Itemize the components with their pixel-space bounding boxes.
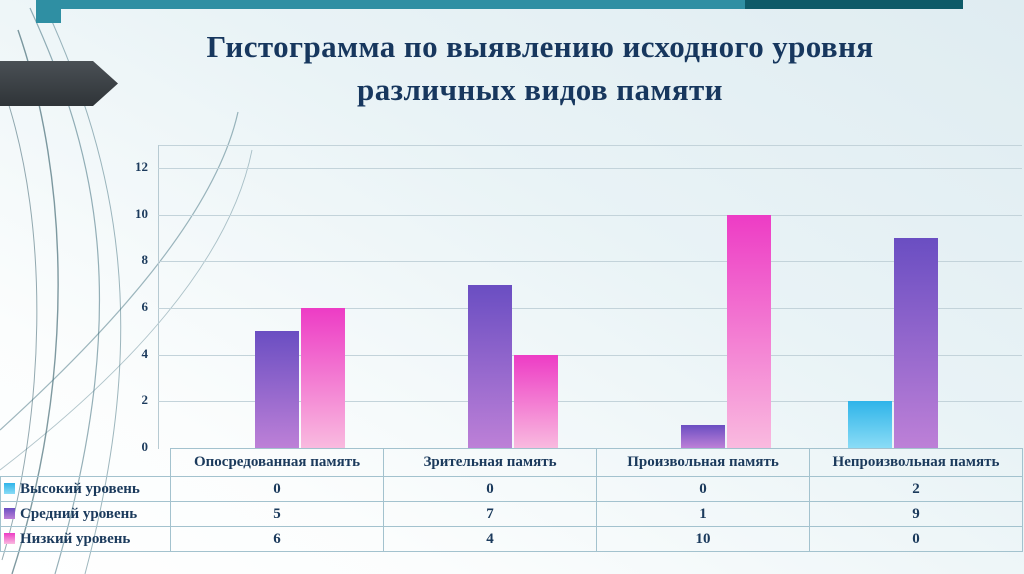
y-axis-tick-label: 4: [141, 345, 149, 361]
value-cell: 0: [596, 476, 810, 502]
bar: [300, 308, 345, 448]
series-label-cell: Высокий уровень: [0, 476, 171, 502]
bar: [680, 424, 725, 448]
category-header-cell: Опосредованная память: [170, 448, 384, 477]
value-cell: 4: [383, 526, 597, 552]
legend-swatch-icon: [4, 532, 15, 544]
table-corner-cell: [1, 449, 171, 477]
value-cell: 5: [170, 501, 384, 527]
bar: [847, 401, 892, 448]
gridline: [158, 401, 1022, 403]
category-header-cell: Непроизвольная память: [809, 448, 1023, 477]
gridline: [158, 261, 1022, 263]
y-axis-tick-label: 8: [141, 252, 149, 268]
top-accent-bar: [36, 0, 745, 9]
y-axis-tick-label: 12: [135, 159, 148, 174]
y-axis-line: [158, 145, 159, 449]
table-row: Средний уровень 5 7 1 9: [0, 501, 1023, 527]
slide-title: Гистограмма по выявлению исходного уровн…: [120, 26, 960, 112]
category-header-row: Опосредованная память Зрительная память Пр…: [1, 448, 1023, 477]
gridline: [158, 214, 1022, 216]
value-cell: 6: [170, 526, 384, 552]
value-cell: 2: [809, 476, 1023, 502]
table-row: Высокий уровень 0 0 0 2: [0, 476, 1023, 502]
series-name: Низкий уровень: [20, 530, 131, 547]
legend-swatch-icon: [4, 507, 15, 519]
data-table-head: Опосредованная память Зрительная память Пр…: [1, 448, 1023, 477]
gridline: [158, 168, 1022, 169]
category-header-cell: Произвольная память: [596, 448, 810, 477]
bar: [726, 214, 771, 448]
slide-title-line1: Гистограмма по выявлению исходного уровн…: [206, 29, 874, 64]
legend-swatch-icon: [4, 482, 15, 494]
bar: [513, 354, 558, 448]
series-label-cell: Средний уровень: [0, 501, 171, 527]
value-cell: 0: [170, 476, 384, 502]
value-cell: 9: [809, 501, 1023, 527]
data-table-body: Высокий уровень 0 0 0 2 Средний уровень 5 7 1 9 Ни…: [0, 476, 1023, 552]
gridline: [158, 354, 1022, 356]
bar: [467, 284, 512, 448]
slide-title-line2: различных видов памяти: [357, 71, 723, 107]
top-accent-bar-dark: [745, 0, 963, 9]
y-axis-tick-label: 0: [141, 439, 149, 454]
series-name: Высокий уровень: [20, 480, 140, 497]
arrow-tab-shape: [0, 61, 118, 106]
value-cell: 7: [383, 501, 597, 527]
corner-accent-square: [36, 0, 61, 23]
value-cell: 0: [809, 526, 1023, 552]
y-axis-tick-label: 6: [141, 299, 149, 314]
bar: [254, 331, 299, 448]
gridline: [158, 308, 1022, 309]
series-label-cell: Низкий уровень: [0, 526, 171, 552]
value-cell: 10: [596, 526, 810, 552]
bar: [893, 238, 938, 448]
y-axis-tick-label: 10: [135, 205, 148, 221]
category-header-cell: Зрительная память: [383, 448, 597, 477]
plot-top-border: [158, 145, 1022, 146]
data-table: Опосредованная память Зрительная память Пр…: [0, 448, 1023, 552]
value-cell: 1: [596, 501, 810, 527]
table-row: Низкий уровень 6 4 10 0: [0, 526, 1023, 552]
value-cell: 0: [383, 476, 597, 502]
y-axis-tick-label: 2: [141, 392, 149, 408]
series-name: Средний уровень: [20, 505, 138, 522]
